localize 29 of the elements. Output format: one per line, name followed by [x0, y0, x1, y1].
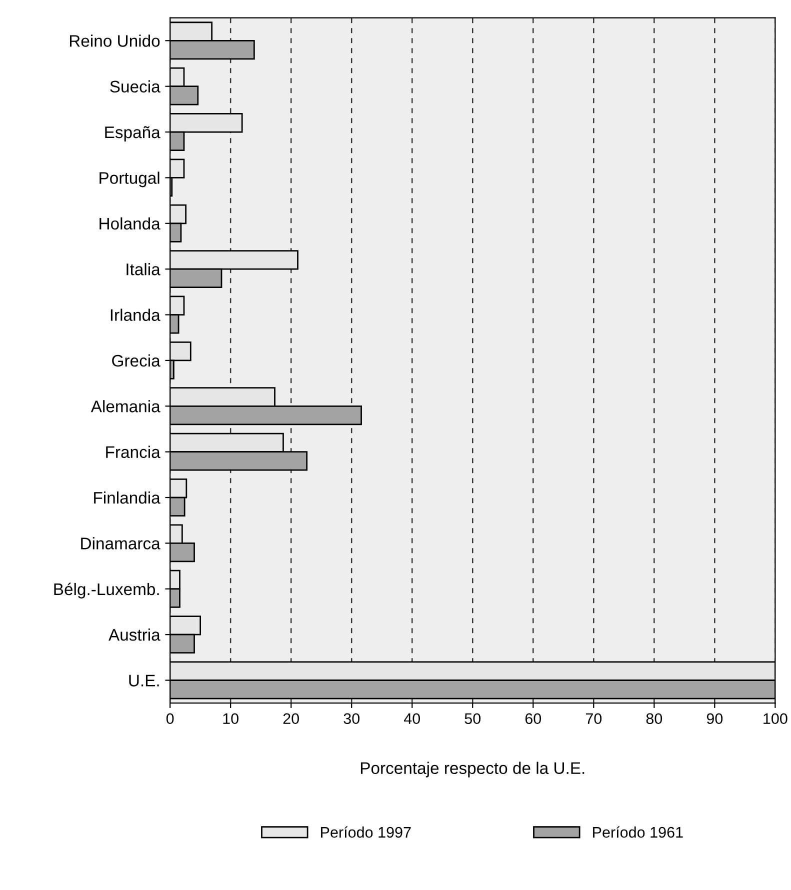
- x-tick-label: 20: [283, 713, 299, 724]
- x-tick-label: 80: [646, 713, 662, 724]
- x-tick-label: 70: [586, 713, 602, 724]
- x-tick-label: 90: [706, 713, 723, 724]
- y-tick-label: Italia: [126, 263, 160, 276]
- x-tick-label: 100: [764, 713, 788, 724]
- y-tick-label: Reino Unido: [70, 34, 160, 47]
- y-tick-label: Austria: [108, 628, 160, 641]
- legend-label: Período 1961: [593, 826, 683, 838]
- y-tick-label: Dinamarca: [81, 537, 160, 550]
- y-tick-label: España: [105, 126, 160, 142]
- y-tick-label: Grecia: [112, 354, 160, 367]
- y-tick-label: Bélg.-Luxemb.: [54, 582, 159, 598]
- y-tick-label: Portugal: [100, 172, 160, 188]
- x-tick-label: 0: [166, 713, 174, 724]
- y-tick-label: Finlandia: [94, 491, 160, 504]
- x-tick-label: 40: [404, 713, 420, 724]
- x-axis-title: Porcentaje respecto de la U.E.: [360, 762, 584, 778]
- x-tick-label: 10: [223, 713, 238, 724]
- y-tick-label: Francia: [106, 446, 160, 458]
- x-tick-label: 50: [464, 713, 481, 724]
- x-tick-label: 30: [344, 713, 360, 724]
- y-tick-label: Holanda: [100, 217, 160, 230]
- y-tick-label: U.E.: [129, 674, 159, 686]
- y-tick-label: Suecia: [110, 80, 160, 93]
- y-tick-label: Irlanda: [110, 308, 160, 321]
- x-tick-label: 60: [525, 713, 542, 724]
- y-tick-label: Alemania: [90, 400, 160, 412]
- legend-label: Período 1997: [321, 826, 411, 838]
